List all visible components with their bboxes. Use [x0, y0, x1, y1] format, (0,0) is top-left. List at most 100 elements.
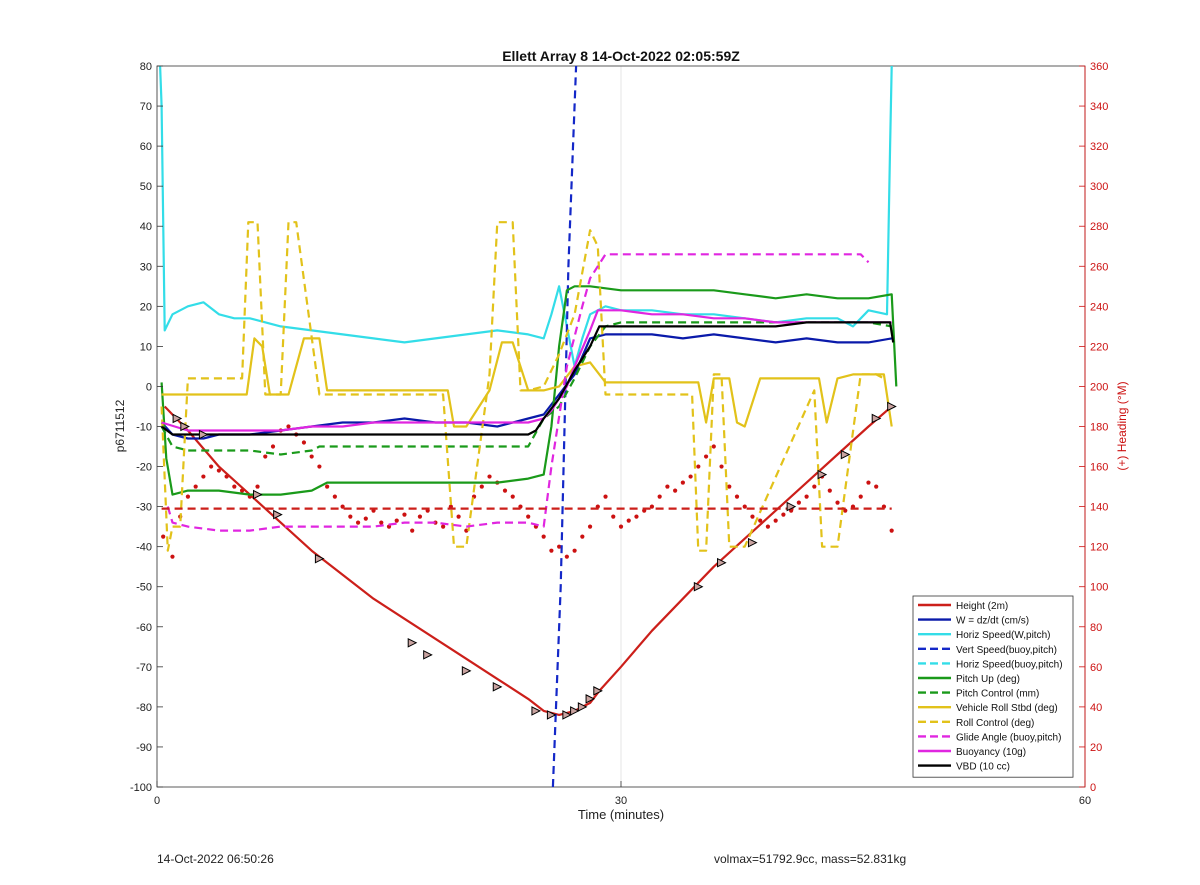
heading-point — [696, 464, 701, 469]
legend-box — [912, 595, 1074, 778]
heading-point — [456, 514, 461, 519]
heading-point — [587, 524, 593, 529]
height-marker — [407, 637, 418, 648]
legend-label: W = dz/dt (cm/s) — [956, 616, 1029, 627]
heading-point — [348, 514, 353, 519]
legend-label: Vert Speed(buoy,pitch) — [956, 645, 1057, 656]
heading-point — [255, 484, 260, 489]
legend-label: Horiz Speed(buoy,pitch) — [956, 659, 1063, 670]
heading-point — [325, 484, 330, 489]
heading-point — [417, 514, 423, 519]
heading-point — [665, 484, 670, 489]
y2-tick-label: 40 — [1090, 702, 1102, 714]
heading-point — [866, 480, 871, 485]
height-marker — [492, 682, 503, 692]
legend-label: VBD (10 cc) — [956, 762, 1010, 773]
heading-point — [270, 444, 276, 449]
legend-label: Pitch Up (deg) — [956, 674, 1020, 685]
heading-point — [649, 504, 655, 509]
heading-point — [742, 504, 747, 509]
y-tick-label: -80 — [136, 702, 152, 714]
series-roll-control-deg — [160, 221, 885, 552]
heading-point — [858, 494, 863, 499]
height-marker — [180, 421, 190, 432]
height-marker — [593, 686, 603, 696]
heading-point — [564, 554, 569, 559]
footer-vehicle-info: volmax=51792.9cc, mass=52.831kg — [714, 852, 907, 866]
heading-point — [580, 534, 585, 539]
series-vehicle-roll-stbd-deg — [161, 337, 893, 428]
y2-tick-label: 120 — [1090, 542, 1108, 554]
y2-tick-label: 280 — [1090, 221, 1108, 233]
heading-point — [193, 484, 198, 489]
y-tick-label: 20 — [140, 301, 152, 313]
height-marker — [546, 710, 557, 720]
heading-point — [549, 548, 554, 553]
heading-point — [201, 474, 206, 479]
height-marker — [887, 401, 897, 412]
x-axis-label: Time (minutes) — [578, 807, 664, 822]
height-marker — [531, 706, 542, 716]
height-marker — [840, 449, 851, 460]
height-marker — [423, 650, 433, 660]
heading-point — [611, 514, 616, 519]
y-tick-label: 10 — [140, 341, 152, 353]
height-marker — [585, 694, 596, 704]
heading-point — [526, 514, 531, 519]
heading-point — [734, 494, 740, 499]
y-tick-label: -10 — [136, 422, 152, 434]
series-pitch-control-mm — [160, 321, 892, 456]
ticks-layer: 0 30 60-100-90-80-70-60-50-40-30-20-100102… — [130, 61, 1108, 807]
y-tick-label: -90 — [136, 742, 152, 754]
height-marker — [786, 501, 797, 512]
heading-point — [680, 480, 685, 485]
heading-point — [479, 484, 484, 489]
y-tick-label: -40 — [136, 542, 152, 554]
height-marker — [198, 429, 209, 440]
legend-label: Glide Angle (buoy,pitch) — [956, 732, 1061, 743]
heading-point — [812, 484, 817, 489]
heading-point — [634, 514, 639, 519]
legend: Height (2m) W = dz/dt (cm/s) Horiz Speed(W… — [912, 595, 1074, 778]
heading-point — [626, 518, 631, 523]
y2-tick-label: 320 — [1090, 141, 1108, 153]
heading-point — [796, 500, 801, 505]
heading-point — [541, 534, 546, 539]
y-tick-label: 80 — [140, 61, 152, 73]
heading-point — [464, 528, 469, 533]
y2-axis-label: (+) Heading (°M) — [1115, 381, 1129, 470]
heading-point — [379, 520, 384, 525]
height-marker — [570, 706, 580, 716]
heading-point — [386, 524, 392, 529]
heading-point — [441, 524, 446, 529]
heading-point — [703, 454, 709, 459]
heading-point — [301, 440, 307, 445]
height-marker — [172, 413, 183, 424]
y2-tick-label: 340 — [1090, 101, 1108, 113]
heading-point — [410, 528, 415, 533]
heading-point — [765, 524, 771, 529]
y-tick-label: -50 — [136, 582, 152, 594]
heading-point — [750, 514, 755, 519]
y2-tick-label: 360 — [1090, 61, 1108, 73]
heading-point — [603, 494, 608, 499]
height-marker — [562, 710, 572, 720]
heading-point — [719, 464, 724, 469]
y-axis-label: p6711512 — [113, 399, 127, 452]
heading-point — [657, 494, 662, 499]
legend-label: Horiz Speed(W,pitch) — [956, 630, 1050, 641]
heading-point — [170, 554, 175, 559]
heading-point — [804, 494, 809, 499]
heading-point — [185, 494, 191, 499]
y-tick-label: 60 — [140, 141, 152, 153]
height-marker — [253, 489, 263, 500]
y2-tick-label: 160 — [1090, 462, 1108, 474]
legend-label: Height (2m) — [956, 601, 1008, 612]
y-tick-label: 70 — [140, 101, 152, 113]
heading-point — [355, 520, 361, 525]
height-marker — [693, 581, 704, 592]
heading-point — [332, 494, 337, 499]
y-tick-label: 30 — [140, 261, 152, 273]
height-marker — [577, 702, 588, 712]
heading-point — [727, 484, 732, 489]
